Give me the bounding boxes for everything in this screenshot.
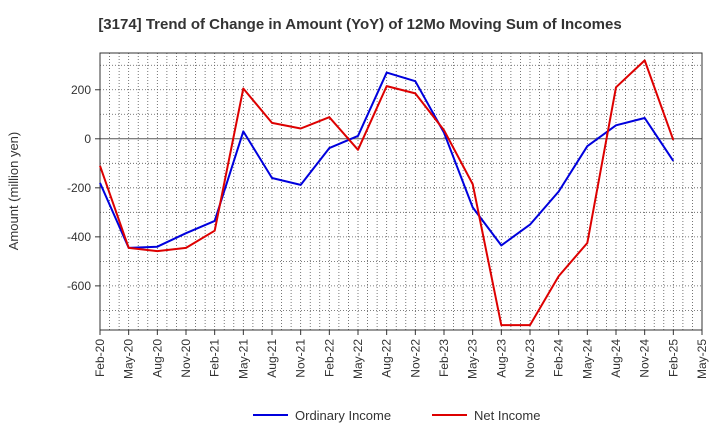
x-tick-label: May-23 (466, 339, 480, 379)
x-tick-label: May-21 (236, 339, 250, 379)
series-line-ordinary-income (99, 71, 675, 249)
x-tick-label: May-22 (351, 339, 365, 379)
x-tick-label: Nov-20 (179, 339, 193, 378)
x-tick-label: Nov-23 (523, 339, 537, 378)
y-axis-ticks: 200 0 -200 -400 -600 (67, 83, 100, 293)
x-tick-label: Nov-21 (294, 339, 308, 378)
series-lines (99, 59, 675, 327)
x-tick-label: Feb-25 (666, 339, 680, 377)
x-tick-label: Aug-20 (150, 339, 164, 378)
legend-label-net-income: Net Income (474, 408, 540, 423)
x-tick-label: Nov-22 (408, 339, 422, 378)
grid-lines (100, 53, 702, 330)
chart-title: [3174] Trend of Change in Amount (YoY) o… (98, 16, 622, 33)
y-axis-title: Amount (million yen) (6, 132, 21, 251)
series-line-net-income (99, 59, 675, 327)
x-tick-label: Aug-24 (609, 339, 623, 378)
x-tick-label: May-24 (580, 339, 594, 379)
y-tick-label: -600 (67, 279, 91, 293)
y-tick-label: -200 (67, 181, 91, 195)
legend-label-ordinary-income: Ordinary Income (295, 408, 391, 423)
y-tick-label: 0 (84, 132, 91, 146)
x-tick-label: Nov-24 (638, 339, 652, 378)
x-tick-label: May-25 (695, 339, 709, 379)
x-tick-label: Feb-21 (208, 339, 222, 377)
x-tick-label: Feb-24 (552, 339, 566, 377)
x-tick-label: Feb-23 (437, 339, 451, 377)
x-tick-label: Feb-20 (93, 339, 107, 377)
plot-area (99, 52, 703, 331)
y-tick-label: -400 (67, 230, 91, 244)
legend: Ordinary Income Net Income (253, 408, 540, 423)
x-axis-ticks: Feb-20 May-20 Aug-20 Nov-20 Feb-21 May-21 Aug-… (93, 330, 709, 379)
x-tick-label: Aug-21 (265, 339, 279, 378)
x-tick-label: May-20 (122, 339, 136, 379)
x-tick-label: Aug-22 (380, 339, 394, 378)
y-tick-label: 200 (71, 83, 91, 97)
x-tick-label: Aug-23 (494, 339, 508, 378)
x-tick-label: Feb-22 (322, 339, 336, 377)
